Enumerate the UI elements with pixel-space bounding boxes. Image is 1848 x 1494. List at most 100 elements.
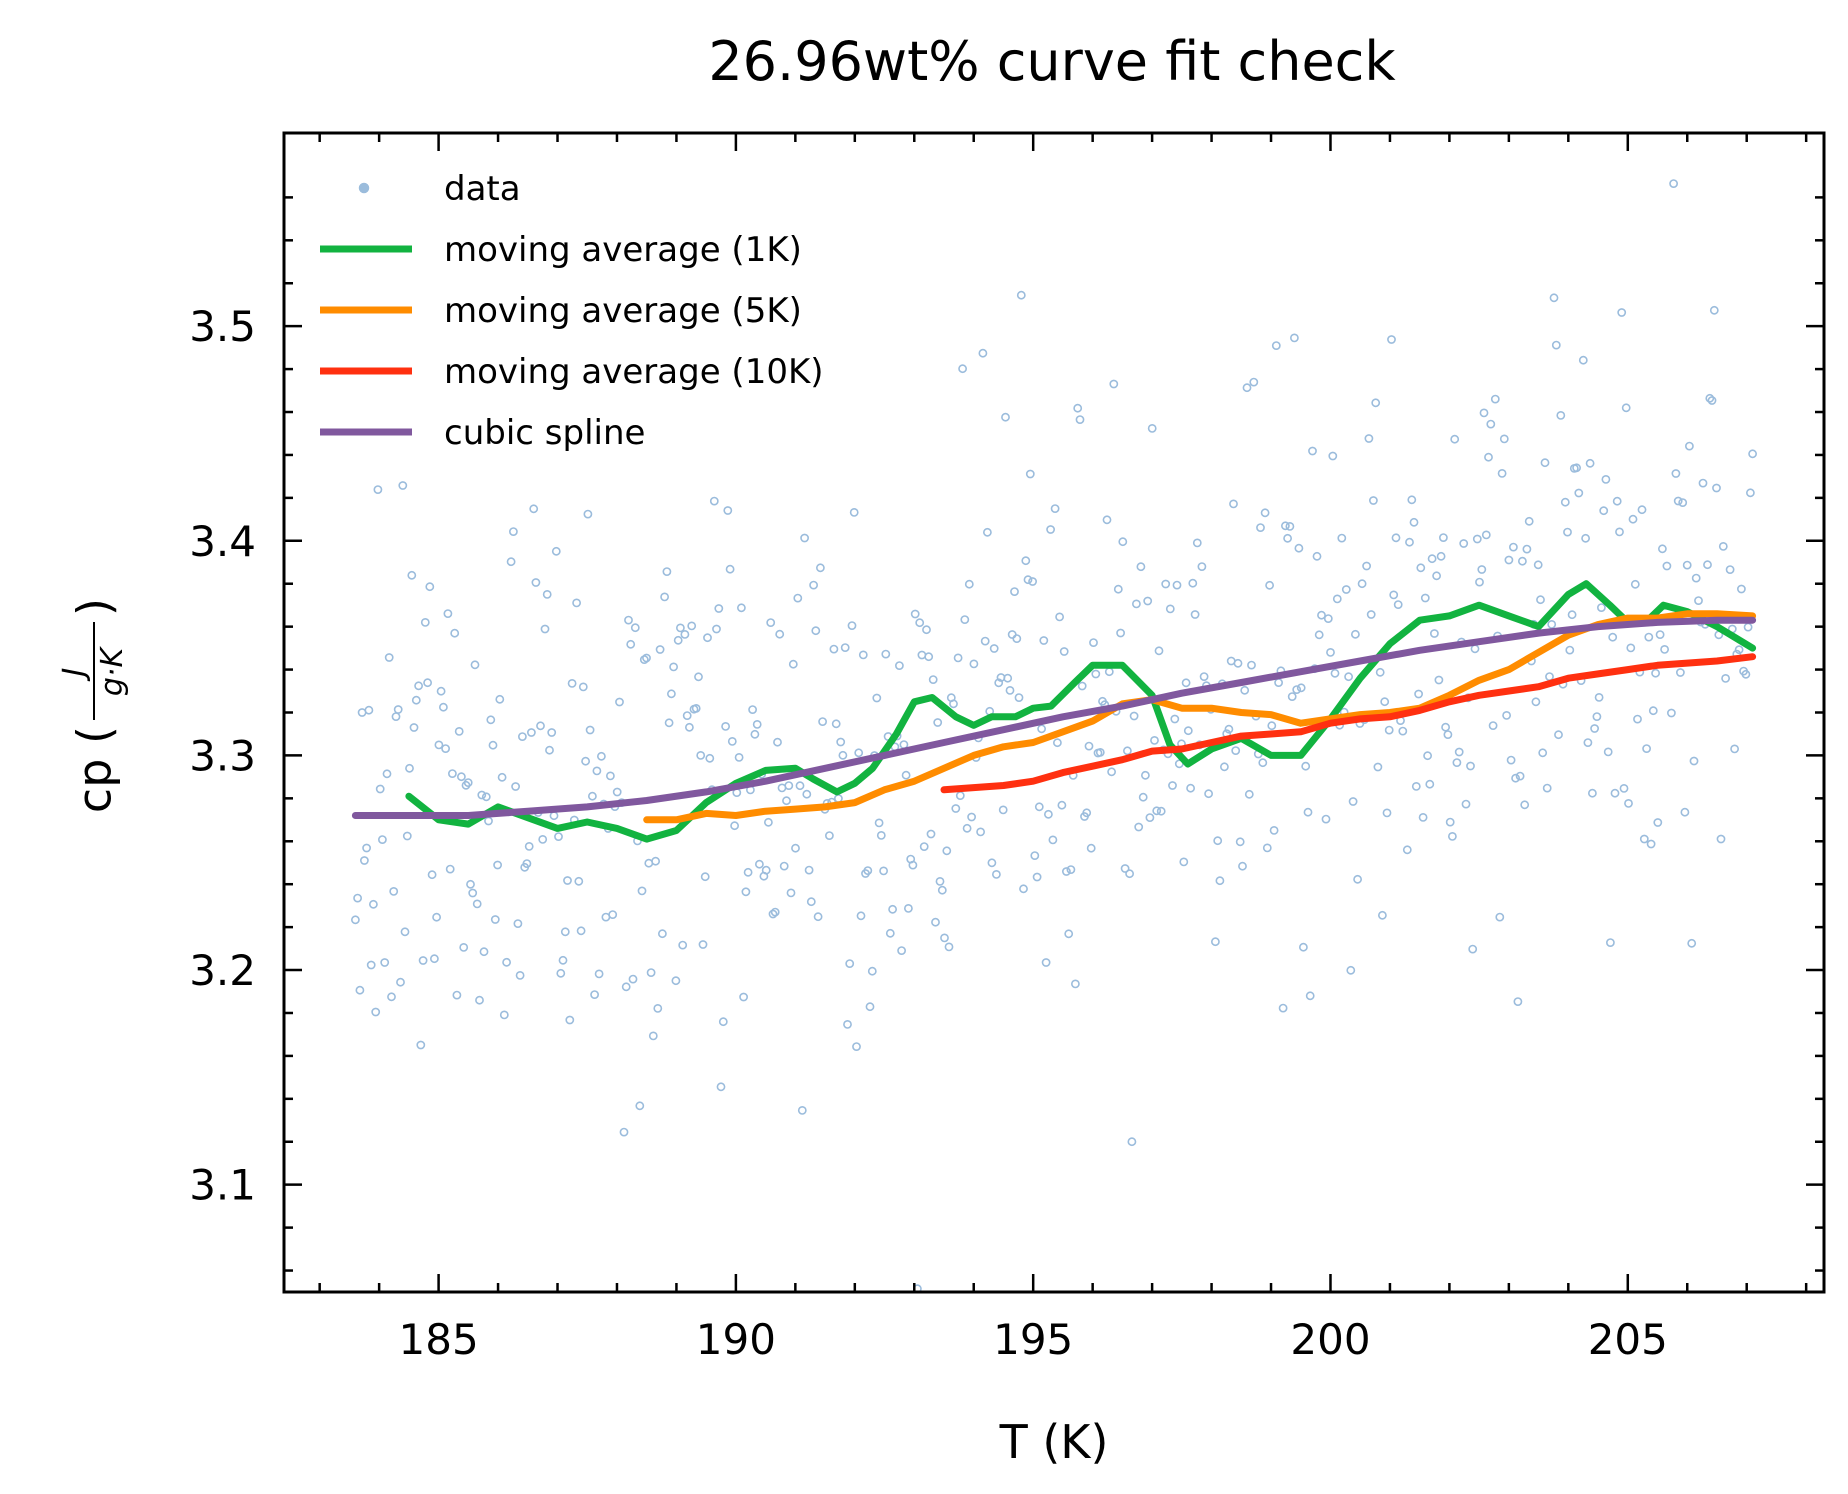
data-point	[1152, 806, 1162, 816]
data-point	[1590, 724, 1599, 733]
y-tick-label: 3.1	[189, 1161, 256, 1210]
data-point	[382, 769, 392, 779]
data-point	[1490, 394, 1500, 404]
data-point	[540, 624, 550, 634]
data-point	[1215, 876, 1225, 886]
data-point	[362, 843, 371, 853]
data-point	[673, 635, 683, 645]
data-point	[1533, 560, 1543, 570]
series-line-4	[351, 616, 1757, 819]
data-point	[1617, 308, 1627, 317]
data-point	[615, 697, 624, 707]
data-point	[1287, 692, 1297, 701]
data-point	[1014, 693, 1024, 702]
data-point	[578, 682, 588, 692]
data-point	[1430, 629, 1439, 638]
data-point	[944, 942, 954, 952]
data-point	[468, 888, 478, 898]
data-point	[1432, 571, 1441, 581]
data-point	[585, 725, 595, 735]
data-point	[1328, 451, 1338, 461]
data-point	[1565, 645, 1575, 655]
data-point	[1459, 539, 1469, 548]
data-point	[879, 866, 888, 876]
data-point	[847, 621, 857, 630]
data-point	[867, 966, 877, 976]
data-point	[1563, 527, 1572, 537]
data-point	[1224, 724, 1234, 734]
data-point	[1746, 488, 1755, 498]
data-point	[1513, 997, 1523, 1006]
data-point	[545, 745, 554, 755]
data-point	[445, 864, 455, 874]
data-point	[1479, 408, 1489, 418]
y-tick-label: 3.2	[189, 946, 256, 995]
data-point	[1030, 851, 1040, 860]
data-point	[497, 772, 507, 782]
data-point	[495, 694, 505, 704]
data-point	[1267, 721, 1277, 731]
data-point	[1475, 577, 1484, 587]
data-point	[669, 662, 678, 672]
data-point	[1574, 488, 1584, 498]
data-point	[542, 590, 552, 599]
data-point	[1619, 784, 1629, 793]
data-point	[364, 705, 374, 715]
data-point	[1120, 864, 1130, 873]
data-point	[355, 985, 365, 995]
data-point	[1466, 761, 1475, 771]
data-point	[1281, 521, 1290, 531]
data-point	[766, 618, 776, 627]
data-point	[1165, 604, 1175, 614]
data-point	[1511, 773, 1520, 783]
data-point	[371, 1007, 381, 1017]
data-point	[481, 792, 491, 802]
legend-label: data	[444, 169, 521, 209]
data-point	[387, 992, 396, 1002]
data-point	[1624, 799, 1633, 808]
data-point	[628, 974, 638, 984]
data-point	[1075, 415, 1085, 424]
data-point	[1737, 584, 1746, 594]
data-point	[581, 756, 590, 766]
data-point	[1393, 600, 1403, 609]
data-point	[919, 842, 929, 851]
data-point	[1542, 783, 1552, 793]
data-point	[1712, 483, 1721, 493]
data-point	[1707, 396, 1717, 405]
data-point	[1260, 508, 1270, 518]
data-point	[1499, 434, 1509, 444]
data-point	[1147, 423, 1157, 433]
data-point	[499, 1010, 509, 1020]
data-point	[490, 915, 500, 924]
data-point	[511, 782, 520, 791]
data-point	[459, 943, 469, 952]
data-point	[472, 899, 482, 909]
data-point	[1667, 708, 1676, 718]
data-point	[969, 659, 979, 669]
data-point	[876, 831, 886, 840]
y-tick-label: 3.5	[189, 302, 256, 351]
data-point	[1197, 562, 1207, 571]
data-point	[1387, 335, 1396, 344]
data-point	[515, 971, 525, 980]
data-point	[678, 940, 688, 950]
data-point	[680, 630, 690, 639]
data-point	[1380, 697, 1390, 707]
data-point	[531, 578, 541, 587]
data-point	[716, 1082, 726, 1092]
data-point	[502, 957, 511, 967]
data-point	[409, 723, 419, 732]
data-point	[1637, 505, 1647, 515]
data-point	[1678, 498, 1688, 507]
data-point	[761, 865, 771, 875]
data-point	[838, 750, 848, 760]
data-point	[1407, 495, 1417, 505]
data-point	[992, 870, 1001, 879]
data-point	[522, 859, 532, 868]
data-point	[1436, 551, 1446, 561]
data-point	[662, 567, 672, 576]
data-point	[1581, 533, 1590, 543]
data-point	[818, 717, 827, 726]
data-point	[1278, 1003, 1288, 1013]
